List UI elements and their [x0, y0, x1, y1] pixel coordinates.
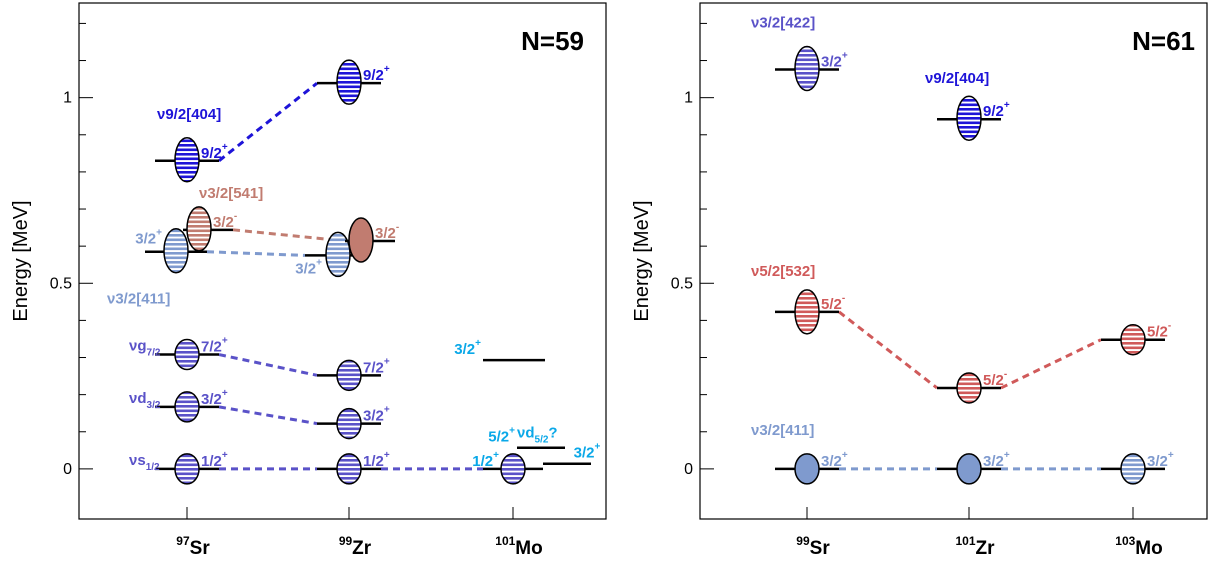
spin-label: 1/2+: [201, 450, 228, 470]
y-axis-label: Energy [MeV]: [10, 200, 32, 321]
level-ellipse: [956, 453, 982, 485]
connection-line: [1000, 338, 1102, 390]
orbital-label: νd3/2: [129, 390, 161, 411]
orbital-label: ν3/2[411]: [751, 422, 814, 439]
y-axis-label: Energy [MeV]: [631, 200, 653, 321]
level-ellipse: [794, 45, 820, 92]
orbital-label: νg7/2: [129, 338, 161, 359]
spin-label: 3/2+: [295, 257, 322, 277]
nucleus-label: 99Zr: [339, 534, 372, 559]
spin-label: 9/2+: [363, 64, 390, 84]
orbital-label: ν9/2[404]: [925, 70, 989, 87]
panel-n61: 0 0.5 1 Energy [MeV] N=61 99Sr 101Zr 103Mo 3/2+ 5…: [631, 2, 1208, 559]
level-ellipse: [325, 231, 351, 278]
y-tick-label: 1: [684, 90, 693, 107]
orbital-label: νs1/2: [129, 452, 160, 473]
y-tick-label: 0.5: [671, 275, 693, 292]
level-ellipse: [1120, 323, 1146, 356]
level-ellipse: [794, 453, 820, 485]
orbital-label: ν9/2[404]: [157, 106, 221, 123]
connection-line: [218, 405, 318, 426]
level-ellipse: [174, 453, 200, 485]
spin-label: 5/2-: [1147, 321, 1171, 341]
spin-label: 3/2+: [1147, 450, 1174, 470]
y-tick-label: 0: [63, 461, 72, 478]
level-ellipse: [500, 453, 526, 485]
spin-label: 3/2+: [821, 50, 848, 70]
nucleus-label: 101Mo: [495, 534, 542, 559]
y-tick-label: 0.5: [50, 275, 72, 292]
spin-label: 3/2+: [454, 338, 481, 358]
y-tick-label: 1: [63, 90, 72, 107]
spin-label: 3/2+: [363, 405, 390, 425]
orbital-label: ν3/2[422]: [751, 14, 815, 31]
spin-label: 3/2-: [375, 222, 399, 242]
nucleus-label: 99Sr: [796, 534, 830, 559]
connection-line: [232, 228, 346, 243]
spin-label: 7/2+: [201, 336, 228, 356]
panel-title: N=61: [1132, 26, 1195, 56]
level-ellipse: [174, 137, 200, 183]
level-ellipse: [336, 453, 362, 485]
level-ellipse: [336, 59, 362, 105]
nucleus-label: 103Mo: [1115, 534, 1162, 559]
spin-label: 1/2+: [472, 450, 499, 470]
level-ellipse: [174, 338, 200, 371]
spin-label: 7/2+: [363, 356, 390, 376]
connection-line: [218, 353, 318, 377]
level-ellipse: [956, 95, 982, 141]
connection-line: [838, 310, 938, 390]
nucleus-label: 101Zr: [955, 534, 995, 559]
spin-label: 3/2-: [213, 211, 237, 231]
spin-label: 5/2-: [983, 369, 1007, 389]
level-ellipse: [336, 359, 362, 392]
level-ellipse: [174, 391, 200, 423]
plot-frame: [78, 2, 607, 520]
spin-label: 5/2+: [488, 426, 515, 446]
spin-label: 1/2+: [363, 450, 390, 470]
level-ellipse: [794, 289, 820, 335]
spin-label: 3/2+: [574, 442, 601, 462]
spin-label: 9/2+: [201, 142, 228, 162]
level-ellipse: [956, 372, 982, 404]
panel-title: N=59: [521, 26, 584, 56]
connection-line: [218, 82, 318, 162]
level-ellipse: [186, 206, 212, 252]
spin-label: 9/2+: [983, 100, 1010, 120]
connection-line: [206, 250, 306, 257]
spin-label: 3/2+: [201, 388, 228, 408]
level-ellipse: [1120, 453, 1146, 485]
plot-frame: [699, 2, 1208, 520]
panel-n59: 0 0.5 1 Energy [MeV] N=59 97Sr 99Zr 101Mo 1/2+ 3/…: [10, 2, 607, 559]
level-ellipse: [348, 217, 374, 263]
orbital-label: νd5/2?: [517, 425, 558, 446]
nucleus-label: 97Sr: [176, 534, 210, 559]
level-ellipse: [163, 227, 189, 274]
y-tick-label: 0: [684, 461, 693, 478]
spin-label: 3/2+: [135, 228, 162, 248]
spin-label: 3/2+: [821, 450, 848, 470]
orbital-label: ν3/2[541]: [199, 185, 263, 202]
level-ellipse: [336, 407, 362, 440]
spin-label: 5/2-: [821, 293, 845, 313]
spin-label: 3/2+: [983, 450, 1010, 470]
orbital-label: ν5/2[532]: [751, 263, 815, 280]
orbital-label: ν3/2[411]: [107, 291, 170, 308]
